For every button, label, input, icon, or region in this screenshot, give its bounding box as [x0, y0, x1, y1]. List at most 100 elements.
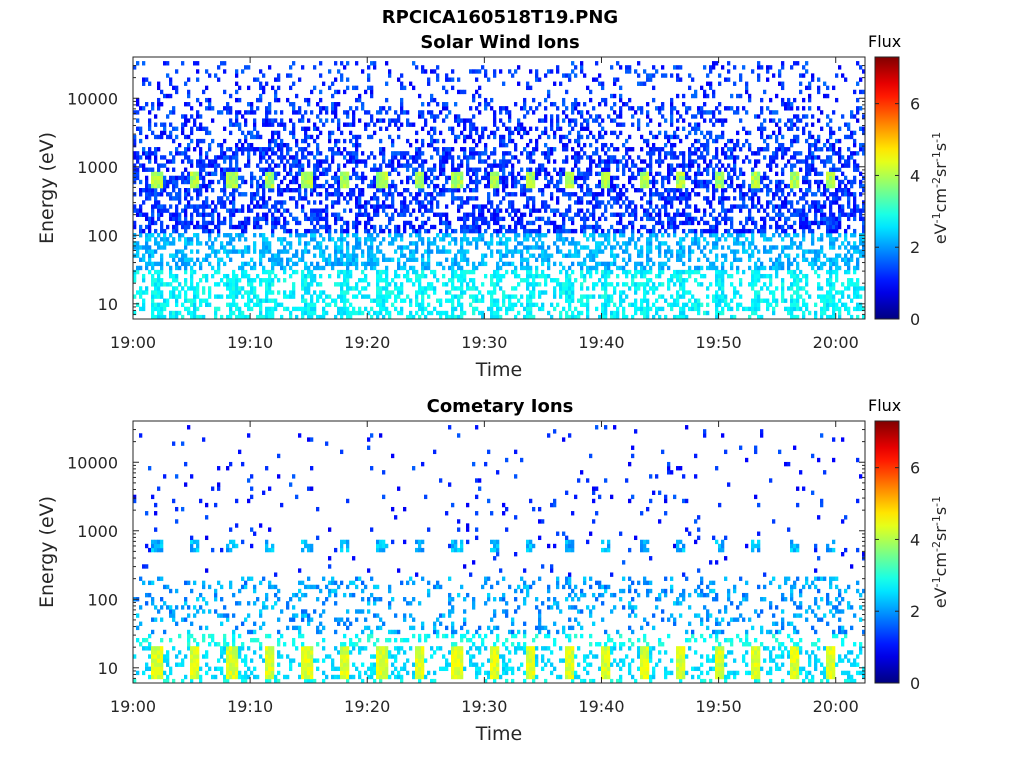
- flux-cell: [151, 298, 155, 303]
- flux-cell: [595, 241, 599, 246]
- flux-cell: [232, 282, 236, 287]
- flux-cell: [652, 175, 656, 181]
- flux-cell: [691, 179, 695, 185]
- flux-cell: [418, 114, 422, 119]
- flux-cell: [616, 163, 620, 168]
- flux-cell: [184, 245, 188, 250]
- flux-cell: [271, 261, 275, 267]
- flux-cell: [676, 273, 680, 279]
- flux-cell: [214, 155, 218, 160]
- flux-cell: [250, 286, 254, 291]
- flux-cell: [619, 93, 623, 99]
- flux-cell: [205, 151, 209, 156]
- flux-cell: [565, 208, 569, 213]
- flux-cell: [391, 200, 395, 205]
- flux-cell: [535, 245, 539, 250]
- flux-cell: [292, 253, 296, 258]
- flux-cell: [607, 261, 611, 267]
- flux-cell: [598, 81, 602, 86]
- flux-cell: [172, 85, 176, 91]
- flux-cell: [235, 249, 239, 254]
- flux-cell: [154, 122, 158, 127]
- flux-cell: [331, 204, 335, 209]
- flux-cell: [445, 179, 449, 185]
- flux-cell: [211, 241, 215, 246]
- flux-cell: [163, 179, 167, 185]
- flux-cell: [661, 192, 665, 197]
- flux-cell: [283, 278, 287, 283]
- flux-cell: [262, 204, 266, 209]
- flux-cell: [151, 302, 155, 308]
- flux-cell: [274, 306, 278, 312]
- flux-cell: [133, 110, 137, 115]
- flux-cell: [460, 302, 464, 308]
- flux-cell: [280, 188, 284, 193]
- flux-cell: [142, 163, 146, 168]
- flux-cell: [643, 286, 647, 291]
- flux-cell: [709, 65, 713, 70]
- flux-cell: [463, 253, 467, 258]
- flux-cell: [226, 302, 230, 308]
- flux-cell: [184, 155, 188, 160]
- flux-cell: [235, 167, 239, 172]
- flux-cell: [475, 216, 479, 222]
- flux-cell: [655, 69, 659, 74]
- flux-cell: [313, 171, 317, 177]
- flux-cell: [310, 188, 314, 193]
- flux-cell: [613, 314, 617, 320]
- flux-cell: [406, 159, 410, 164]
- flux-cell: [391, 192, 395, 197]
- flux-cell: [598, 294, 602, 299]
- flux-cell: [619, 130, 623, 136]
- flux-cell: [343, 290, 347, 295]
- flux-cell: [499, 142, 503, 148]
- flux-cell: [496, 212, 500, 217]
- flux-cell: [340, 179, 344, 185]
- flux-cell: [301, 310, 305, 316]
- flux-cell: [187, 204, 191, 209]
- flux-cell: [508, 306, 512, 312]
- flux-cell: [139, 257, 143, 262]
- flux-cell: [565, 282, 569, 287]
- flux-cell: [352, 192, 356, 197]
- flux-cell: [172, 273, 176, 279]
- flux-cell: [463, 216, 467, 222]
- flux-cell: [370, 306, 374, 312]
- flux-cell: [256, 224, 260, 230]
- flux-cell: [349, 122, 353, 127]
- flux-cell: [232, 122, 236, 127]
- flux-cell: [262, 89, 266, 95]
- flux-cell: [304, 196, 308, 201]
- flux-cell: [418, 183, 422, 189]
- flux-cell: [658, 261, 662, 267]
- flux-cell: [265, 278, 269, 283]
- flux-cell: [142, 290, 146, 295]
- flux-cell: [694, 216, 698, 222]
- flux-cell: [556, 245, 560, 250]
- flux-cell: [196, 212, 200, 217]
- flux-cell: [670, 188, 674, 193]
- flux-cell: [205, 212, 209, 217]
- flux-cell: [601, 294, 605, 299]
- flux-cell: [289, 188, 293, 193]
- flux-cell: [532, 302, 536, 308]
- flux-cell: [595, 306, 599, 312]
- flux-cell: [271, 159, 275, 164]
- flux-cell: [523, 228, 527, 234]
- flux-cell: [475, 142, 479, 148]
- flux-cell: [490, 294, 494, 299]
- flux-cell: [238, 110, 242, 115]
- flux-cell: [334, 188, 338, 193]
- flux-cell: [382, 257, 386, 262]
- flux-cell: [676, 126, 680, 131]
- flux-cell: [469, 175, 473, 181]
- flux-cell: [406, 245, 410, 250]
- flux-cell: [586, 253, 590, 258]
- flux-cell: [316, 261, 320, 267]
- flux-cell: [682, 310, 686, 316]
- flux-cell: [691, 237, 695, 242]
- flux-cell: [418, 171, 422, 177]
- flux-cell: [622, 241, 626, 246]
- flux-cell: [337, 122, 341, 127]
- flux-cell: [562, 306, 566, 312]
